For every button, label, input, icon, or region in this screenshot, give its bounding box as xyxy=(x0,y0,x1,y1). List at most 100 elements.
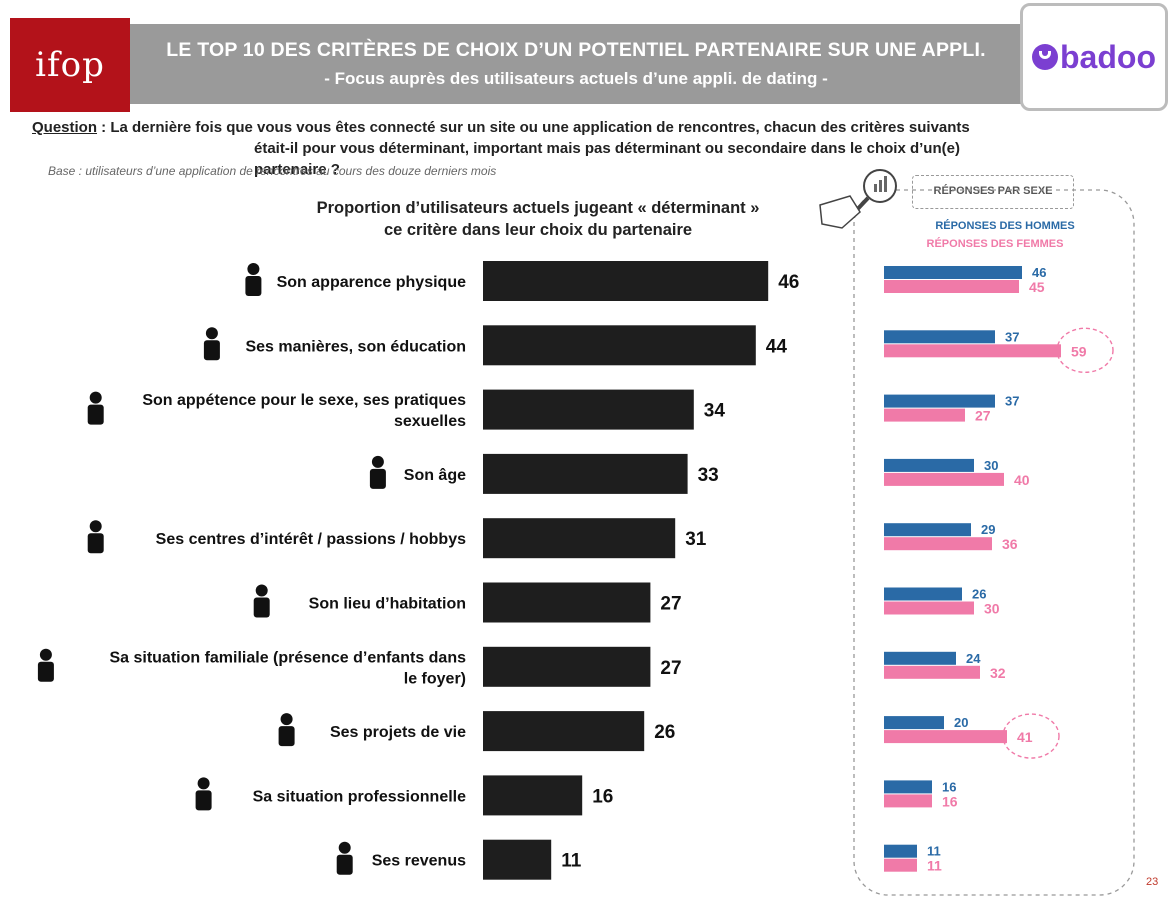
value-label-total: 34 xyxy=(704,401,726,422)
value-label-women: 16 xyxy=(942,793,958,809)
icon-body xyxy=(336,854,353,875)
category-label: Sa situation familiale (présence d’enfan… xyxy=(109,649,466,666)
header-band: LE TOP 10 DES CRITÈRES DE CHOIX D’UN POT… xyxy=(130,24,1022,104)
bar-women xyxy=(884,344,1061,358)
icon-head xyxy=(39,648,52,661)
businessman-icon xyxy=(195,777,212,811)
bar-women xyxy=(884,472,1004,486)
icon-head xyxy=(280,713,293,726)
icon-head xyxy=(89,520,102,533)
bar-total xyxy=(483,646,651,687)
category-label: Ses projets de vie xyxy=(330,724,466,741)
value-label-men: 16 xyxy=(942,779,956,794)
value-label-total: 33 xyxy=(698,465,719,486)
category-label: Son lieu d’habitation xyxy=(309,596,466,613)
value-label-women: 40 xyxy=(1014,472,1030,488)
legend-men: RÉPONSES DES HOMMES xyxy=(935,220,1075,232)
bar-women xyxy=(884,537,992,551)
chart-title: Proportion d’utilisateurs actuels jugean… xyxy=(268,197,808,241)
base-note: Base : utilisateurs d’une application de… xyxy=(48,164,497,178)
question-text: Question : La dernière fois que vous vou… xyxy=(32,117,1032,180)
icon-body xyxy=(87,533,104,554)
bar-total xyxy=(483,325,756,366)
value-label-total: 27 xyxy=(660,594,681,615)
highlight-circle xyxy=(1002,713,1060,759)
badoo-wordmark: badoo xyxy=(1060,38,1156,75)
value-label-total: 46 xyxy=(778,272,799,293)
value-label-women: 36 xyxy=(1002,536,1018,552)
value-label-total: 31 xyxy=(685,529,707,550)
side-panel-frame xyxy=(853,189,1135,896)
bar-men xyxy=(884,716,944,730)
category-label: Sa situation professionnelle xyxy=(253,788,466,805)
value-label-women: 30 xyxy=(984,601,1000,617)
bar-women xyxy=(884,794,932,808)
telescope-person-icon xyxy=(278,713,295,747)
value-label-women: 32 xyxy=(990,665,1006,681)
lens-bar-1 xyxy=(874,184,877,192)
value-label-men: 20 xyxy=(954,715,968,730)
value-label-women: 27 xyxy=(975,408,991,424)
value-label-men: 29 xyxy=(981,522,995,537)
bar-men xyxy=(884,394,995,408)
bar-women xyxy=(884,408,965,422)
bar-men xyxy=(884,587,962,601)
icon-head xyxy=(247,263,260,275)
theater-icon xyxy=(87,520,104,554)
value-label-total: 11 xyxy=(561,851,582,872)
icon-body xyxy=(253,597,270,618)
value-label-men: 37 xyxy=(1005,329,1019,344)
icon-body xyxy=(195,790,212,811)
bar-men xyxy=(884,844,917,858)
magnifier-icon xyxy=(819,169,897,229)
icon-head xyxy=(89,391,102,404)
money-bag-icon xyxy=(336,841,353,875)
badoo-logo: badoo xyxy=(1020,3,1168,111)
value-label-women: 11 xyxy=(927,858,942,874)
icon-head xyxy=(255,584,268,597)
category-label: Ses centres d’intérêt / passions / hobby… xyxy=(156,531,466,548)
house-icon xyxy=(253,584,270,618)
value-label-women: 41 xyxy=(1017,729,1033,745)
icon-head xyxy=(371,455,384,468)
icon-head xyxy=(197,777,210,790)
icon-head xyxy=(338,841,351,854)
family-dna-icon xyxy=(369,455,386,489)
category-label: sexuelles xyxy=(394,413,466,430)
bar-total xyxy=(483,518,676,559)
bar-total xyxy=(483,711,645,752)
lens-bar-2 xyxy=(879,180,882,192)
question-label: Question xyxy=(32,119,98,136)
category-label: Son âge xyxy=(404,467,466,484)
page-number: 23 xyxy=(1146,876,1159,888)
bar-total xyxy=(483,453,688,494)
value-label-total: 26 xyxy=(654,722,675,743)
category-label: Son apparence physique xyxy=(277,274,466,291)
icon-body xyxy=(37,661,54,682)
value-label-men: 26 xyxy=(972,587,986,602)
value-label-women: 45 xyxy=(1029,279,1045,295)
bar-men xyxy=(884,780,932,794)
question-line1: : La dernière fois que vous vous êtes co… xyxy=(97,119,970,136)
legend-women: RÉPONSES DES FEMMES xyxy=(926,238,1064,250)
side-panel-title: RÉPONSES PAR SEXE xyxy=(912,175,1074,209)
bar-total xyxy=(483,582,651,623)
icon-body xyxy=(87,404,104,425)
value-label-men: 11 xyxy=(927,844,941,859)
category-label: le foyer) xyxy=(404,670,466,687)
bar-total xyxy=(483,389,694,430)
lens-bar-3 xyxy=(884,176,887,192)
page-subtitle: - Focus auprès des utilisateurs actuels … xyxy=(324,69,828,88)
ifop-logo: ifop xyxy=(10,18,130,112)
highlight-circle xyxy=(1056,327,1114,373)
category-label: Ses manières, son éducation xyxy=(245,338,466,355)
bar-total xyxy=(483,775,583,816)
value-label-men: 37 xyxy=(1005,394,1019,409)
page-title: LE TOP 10 DES CRITÈRES DE CHOIX D’UN POT… xyxy=(166,39,986,61)
value-label-men: 24 xyxy=(966,651,981,666)
bar-women xyxy=(884,730,1007,744)
value-label-total: 16 xyxy=(592,786,613,807)
question-line2: était-il pour vous déterminant, importan… xyxy=(254,140,960,178)
bar-men xyxy=(884,458,974,472)
